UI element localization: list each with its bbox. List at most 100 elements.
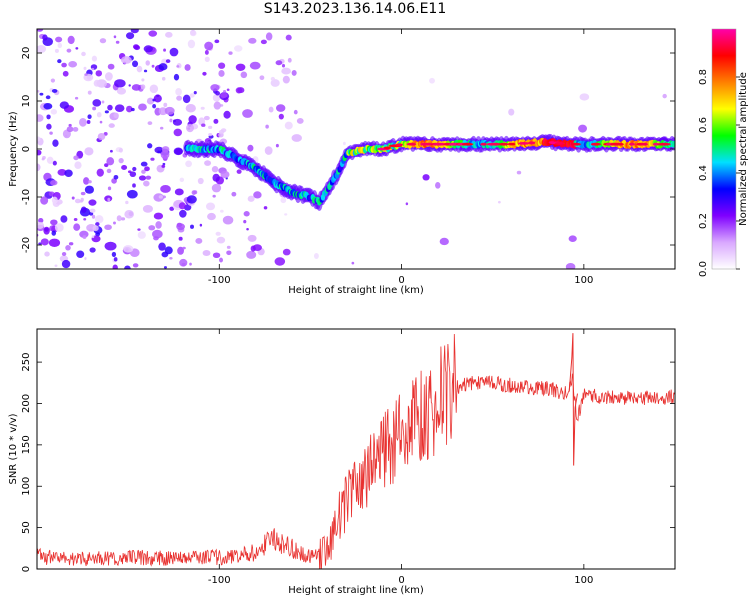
noise-blob xyxy=(422,174,430,181)
noise-blob xyxy=(203,115,210,121)
noise-blob xyxy=(113,112,119,119)
noise-blob xyxy=(99,120,103,124)
noise-blob xyxy=(137,228,141,231)
noise-blob xyxy=(130,29,139,34)
noise-blob xyxy=(113,221,116,225)
noise-blob xyxy=(91,214,96,219)
noise-blob xyxy=(578,124,587,133)
noise-blob xyxy=(215,91,221,96)
noise-blob xyxy=(281,67,291,75)
noise-blob xyxy=(66,48,72,53)
noise-blob xyxy=(128,84,131,87)
noise-blob xyxy=(66,126,74,133)
noise-blob xyxy=(148,30,158,37)
ridge-core xyxy=(652,142,660,146)
spectrogram-y-tick-label: -20 xyxy=(21,237,32,253)
noise-blob xyxy=(67,35,75,45)
noise-blob xyxy=(48,238,61,247)
noise-blob xyxy=(87,90,92,95)
noise-blob xyxy=(113,35,117,39)
noise-blob xyxy=(73,218,78,221)
noise-blob xyxy=(265,124,269,129)
ridge-core xyxy=(628,142,636,146)
noise-blob xyxy=(125,200,129,205)
colorbar-gradient xyxy=(712,29,736,269)
noise-blob xyxy=(92,106,97,111)
noise-blob xyxy=(182,246,186,250)
ridge-cell xyxy=(671,141,675,148)
noise-blob xyxy=(84,185,94,194)
noise-blob xyxy=(188,115,197,124)
noise-blob xyxy=(161,251,169,258)
noise-blob xyxy=(50,219,58,226)
noise-blob xyxy=(405,202,409,206)
ridge-core xyxy=(383,146,392,150)
noise-blob xyxy=(132,183,136,188)
noise-blob xyxy=(174,188,184,196)
noise-blob xyxy=(179,177,185,182)
noise-blob xyxy=(126,105,133,113)
noise-blob xyxy=(210,84,220,92)
noise-blob xyxy=(82,235,87,240)
noise-blob xyxy=(44,251,50,257)
spectrogram-heatmap xyxy=(37,29,675,269)
noise-blob xyxy=(235,63,246,71)
noise-blob xyxy=(104,163,109,168)
noise-blob xyxy=(270,76,276,81)
noise-blob xyxy=(144,166,150,172)
noise-blob xyxy=(51,230,57,236)
noise-blob xyxy=(147,121,153,126)
noise-blob xyxy=(177,246,184,255)
noise-blob xyxy=(46,123,52,130)
noise-blob xyxy=(107,63,115,70)
noise-blob xyxy=(51,196,58,204)
noise-blob xyxy=(88,228,93,232)
noise-blob xyxy=(46,156,54,165)
noise-blob xyxy=(99,38,107,44)
snr-y-tick-label: 250 xyxy=(21,353,32,372)
noise-blob xyxy=(91,55,98,62)
noise-blob xyxy=(187,39,196,49)
noise-blob xyxy=(253,191,262,199)
noise-blob xyxy=(211,166,219,173)
noise-blob xyxy=(52,160,57,166)
noise-blob xyxy=(189,30,197,37)
noise-blob xyxy=(76,250,85,258)
noise-blob xyxy=(191,190,197,195)
noise-blob xyxy=(226,245,231,249)
noise-blob xyxy=(94,215,104,224)
ridge-core xyxy=(498,142,509,146)
noise-blob xyxy=(163,102,168,108)
noise-blob xyxy=(219,257,224,263)
noise-blob xyxy=(236,169,242,174)
noise-blob xyxy=(216,236,226,244)
noise-blob xyxy=(246,250,257,259)
noise-blob xyxy=(74,161,82,170)
noise-blob xyxy=(161,76,166,81)
noise-blob xyxy=(247,234,257,242)
snr-x-tick-label: -100 xyxy=(208,575,231,586)
noise-blob xyxy=(43,103,53,110)
snr-frame xyxy=(36,328,676,570)
noise-blob xyxy=(61,259,71,269)
noise-blob xyxy=(146,97,155,105)
noise-blob xyxy=(220,92,228,99)
noise-blob xyxy=(107,104,113,111)
noise-blob xyxy=(275,60,283,66)
noise-blob xyxy=(268,106,274,113)
snr-y-ticks: 0 50 100 150 200 250 xyxy=(21,353,675,572)
noise-blob xyxy=(42,34,48,41)
noise-blob xyxy=(175,87,182,96)
noise-blob xyxy=(287,57,292,63)
noise-blob xyxy=(204,41,214,51)
noise-blob xyxy=(107,186,112,191)
noise-blob xyxy=(201,123,206,127)
noise-blob xyxy=(153,212,164,220)
noise-blob xyxy=(159,126,164,130)
spectrogram-x-tick-label: 0 xyxy=(398,275,404,286)
ridge-core xyxy=(590,142,602,146)
colorbar-frame xyxy=(711,28,737,270)
noise-blob xyxy=(202,250,211,256)
noise-blob xyxy=(37,114,44,122)
noise-blob xyxy=(516,170,522,175)
